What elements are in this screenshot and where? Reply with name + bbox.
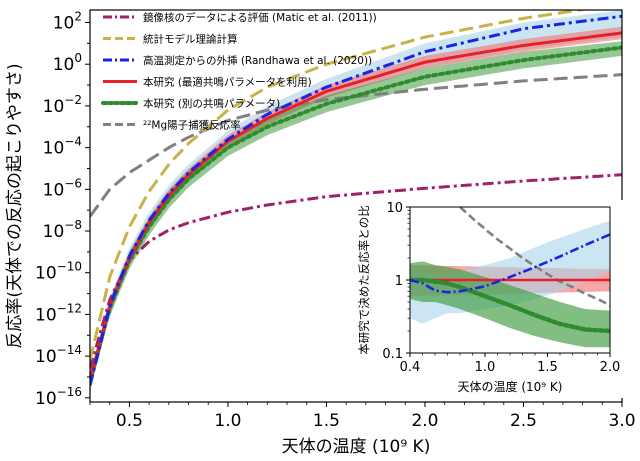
legend-label-4: 本研究 (別の共鳴パラメータ) xyxy=(143,97,280,110)
main-xtick-label-2: 1.5 xyxy=(313,411,340,431)
main-x-axis-label: 天体の温度 (10⁹ K) xyxy=(282,437,431,457)
inset-line-series-1 xyxy=(410,233,610,294)
main-ytick-label-9: 102 xyxy=(53,10,82,34)
main-xtick-label-3: 2.0 xyxy=(411,411,438,431)
inset-line-series-2 xyxy=(410,277,610,334)
main-ytick-label-2: 10−12 xyxy=(35,301,82,325)
main-plot-area xyxy=(90,10,622,394)
inset-y-axis-label: 本研究で決めた反応率との比 xyxy=(357,205,371,354)
main-ytick-label-3: 10−10 xyxy=(35,260,82,284)
inset-xtick-label-2: 1.5 xyxy=(537,360,558,375)
main-line-series-2 xyxy=(90,14,622,386)
legend-label-5: ²²Mg陽子捕獲反応率 xyxy=(143,119,241,132)
inset-chart: 0.4 1.0 1.5 2.0 0.1 1 10 天体の温度 (10⁹ K) 本研究で決めた反応… xyxy=(355,200,623,398)
inset-ytick-label-2: 10 xyxy=(386,201,403,216)
main-xtick-label-1: 1.0 xyxy=(214,411,241,431)
main-ytick-label-1: 10−14 xyxy=(35,343,82,367)
inset-x-axis-label: 天体の温度 (10⁹ K) xyxy=(458,379,563,394)
legend-label-0: 鏡像核のデータによる評価 (Matic et al. (2011)) xyxy=(143,11,377,24)
inset-ytick-label-0: 0.1 xyxy=(382,347,403,362)
main-ytick-label-4: 10−8 xyxy=(43,218,82,242)
legend-label-2: 高温測定からの外挿 (Randhawa et al. (2020)) xyxy=(143,54,372,67)
main-line-series-1 xyxy=(90,10,591,361)
inset-ytick-label-1: 1 xyxy=(395,274,403,289)
main-ytick-label-5: 10−6 xyxy=(43,176,82,200)
main-ytick-label-7: 10−2 xyxy=(43,93,82,117)
main-line-series-0 xyxy=(90,173,622,370)
main-ytick-label-8: 100 xyxy=(53,51,82,75)
inset-plot-area xyxy=(410,207,610,348)
legend: 鏡像核のデータによる評価 (Matic et al. (2011)) 統計モデル理… xyxy=(101,11,377,132)
legend-label-3: 本研究 (最適共鳴パラメータを利用) xyxy=(143,76,312,89)
inset-xtick-label-3: 2.0 xyxy=(600,360,621,375)
main-line-series-4 xyxy=(90,45,622,384)
inset-xtick-label-0: 0.4 xyxy=(400,360,421,375)
main-ytick-label-6: 10−4 xyxy=(43,135,82,159)
main-ytick-label-0: 10−16 xyxy=(35,385,82,409)
main-y-axis-label: 反応率(天体での反応の起こりやすさ) xyxy=(5,63,25,348)
main-xtick-label-4: 2.5 xyxy=(510,411,537,431)
legend-label-1: 統計モデル理論計算 xyxy=(143,33,238,46)
main-chart: 0.5 1.0 1.5 2.0 2.5 3.010−1610−1410−1210−1010… xyxy=(5,9,636,457)
main-xtick-label-0: 0.5 xyxy=(116,411,143,431)
main-xtick-label-5: 3.0 xyxy=(608,411,635,431)
inset-xtick-label-1: 1.0 xyxy=(475,360,496,375)
